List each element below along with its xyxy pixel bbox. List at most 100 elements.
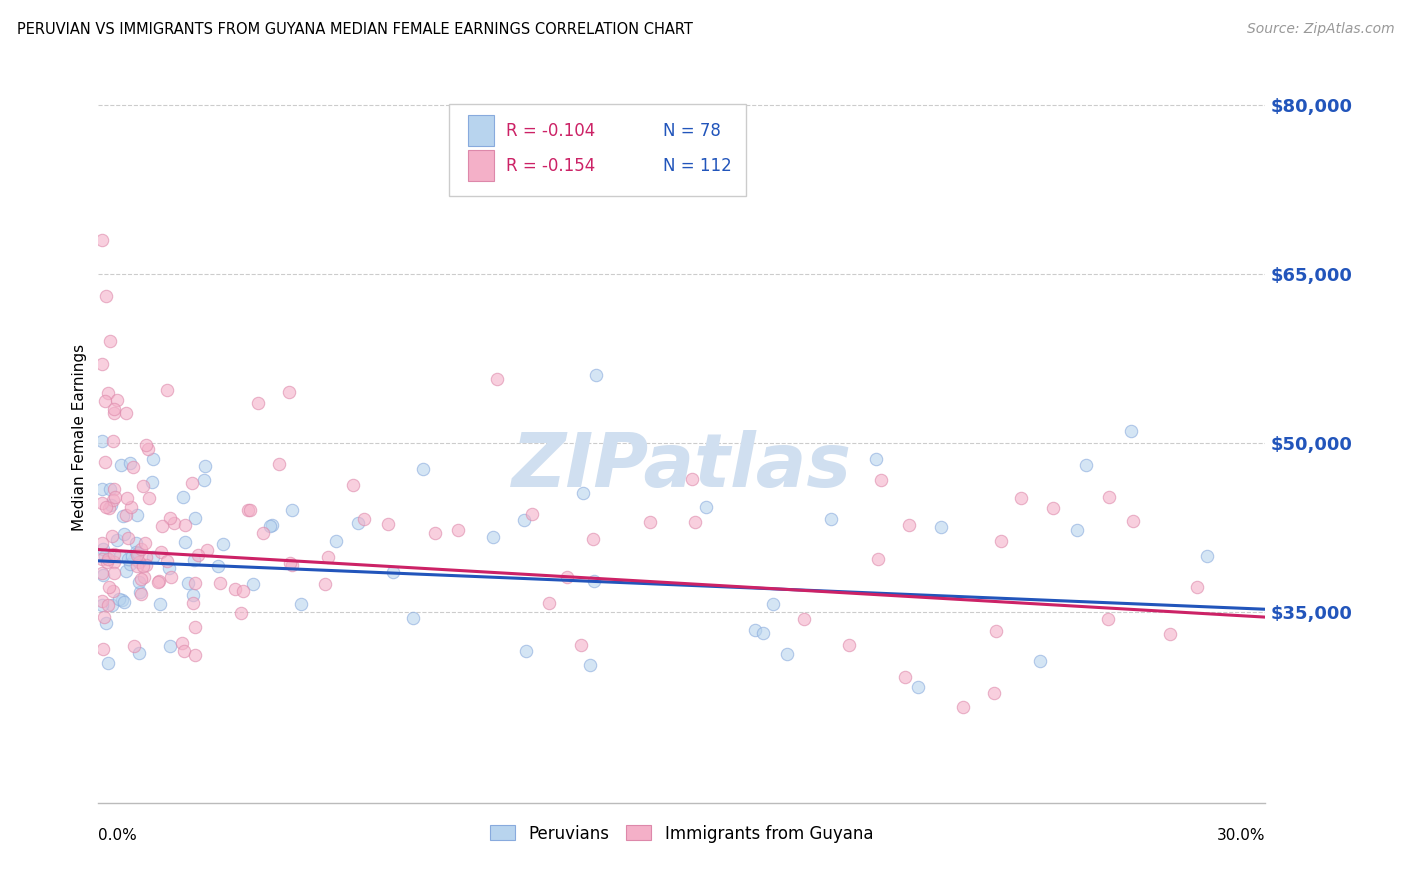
Point: [173, 643, 195, 657]
Point: [97, 549, 120, 564]
Point: [94, 393, 117, 408]
Point: [91, 482, 114, 496]
Point: [793, 612, 815, 626]
Point: [103, 555, 125, 569]
Point: [118, 457, 141, 471]
Point: [447, 523, 470, 537]
Point: [148, 574, 170, 589]
Point: [1159, 627, 1181, 641]
Point: [117, 532, 139, 546]
Text: PERUVIAN VS IMMIGRANTS FROM GUYANA MEDIAN FEMALE EARNINGS CORRELATION CHART: PERUVIAN VS IMMIGRANTS FROM GUYANA MEDIA…: [17, 22, 693, 37]
Point: [870, 473, 893, 487]
Point: [94, 289, 117, 303]
Point: [112, 527, 135, 541]
Text: R = -0.104: R = -0.104: [506, 121, 595, 140]
Point: [776, 647, 799, 661]
Point: [638, 515, 661, 529]
Point: [894, 670, 917, 684]
Point: [146, 574, 169, 589]
Point: [931, 520, 953, 534]
Point: [127, 508, 149, 522]
Point: [983, 686, 1005, 700]
Point: [1097, 612, 1119, 626]
Point: [103, 401, 125, 416]
Point: [96, 555, 118, 569]
Point: [212, 536, 235, 550]
Point: [111, 592, 134, 607]
Point: [174, 534, 197, 549]
Point: [91, 552, 114, 566]
Text: ZIPatlas: ZIPatlas: [512, 430, 852, 503]
Point: [868, 552, 890, 566]
Point: [412, 461, 434, 475]
Point: [184, 576, 207, 591]
Point: [134, 536, 156, 550]
Point: [121, 549, 143, 563]
Point: [142, 452, 165, 467]
Legend: Peruvians, Immigrants from Guyana: Peruvians, Immigrants from Guyana: [484, 818, 880, 849]
Point: [129, 542, 152, 557]
Point: [93, 609, 115, 624]
Point: [242, 577, 264, 591]
Point: [96, 615, 118, 630]
Point: [224, 582, 246, 596]
Point: [105, 533, 128, 547]
Point: [93, 549, 115, 564]
Point: [280, 556, 302, 570]
Point: [98, 581, 121, 595]
Point: [110, 549, 132, 563]
Point: [91, 434, 114, 448]
Point: [193, 473, 215, 487]
Point: [281, 503, 304, 517]
Text: R = -0.154: R = -0.154: [506, 157, 595, 175]
Point: [103, 584, 125, 599]
Point: [97, 657, 120, 671]
Point: [325, 534, 347, 549]
Point: [183, 553, 205, 567]
Point: [103, 482, 125, 496]
Point: [101, 492, 124, 507]
Point: [195, 542, 218, 557]
Point: [208, 576, 231, 591]
Point: [1042, 501, 1064, 516]
Point: [290, 597, 312, 611]
Point: [125, 559, 148, 574]
Point: [120, 500, 142, 514]
Point: [156, 554, 179, 568]
Point: [683, 515, 706, 529]
Point: [160, 570, 183, 584]
Point: [751, 626, 773, 640]
Point: [103, 547, 125, 561]
Point: [91, 233, 114, 247]
Point: [105, 393, 128, 408]
Point: [148, 597, 170, 611]
Point: [115, 491, 138, 506]
Point: [110, 458, 132, 473]
Point: [131, 558, 153, 573]
Point: [159, 639, 181, 653]
Point: [681, 472, 703, 486]
Point: [1028, 654, 1050, 668]
Point: [122, 639, 145, 653]
Point: [762, 598, 785, 612]
Point: [538, 596, 561, 610]
Point: [695, 500, 717, 515]
Point: [128, 646, 150, 660]
Point: [838, 639, 860, 653]
Point: [572, 486, 595, 500]
Point: [138, 491, 160, 506]
Point: [125, 545, 148, 559]
Point: [159, 511, 181, 525]
Point: [135, 549, 157, 564]
Point: [423, 526, 446, 541]
Point: [180, 476, 202, 491]
Point: [97, 552, 120, 566]
Point: [1187, 580, 1209, 594]
Point: [128, 574, 150, 589]
Point: [986, 624, 1008, 638]
Point: [157, 561, 180, 575]
Point: [252, 526, 274, 541]
Point: [150, 545, 173, 559]
Point: [91, 598, 114, 612]
Point: [122, 459, 145, 474]
